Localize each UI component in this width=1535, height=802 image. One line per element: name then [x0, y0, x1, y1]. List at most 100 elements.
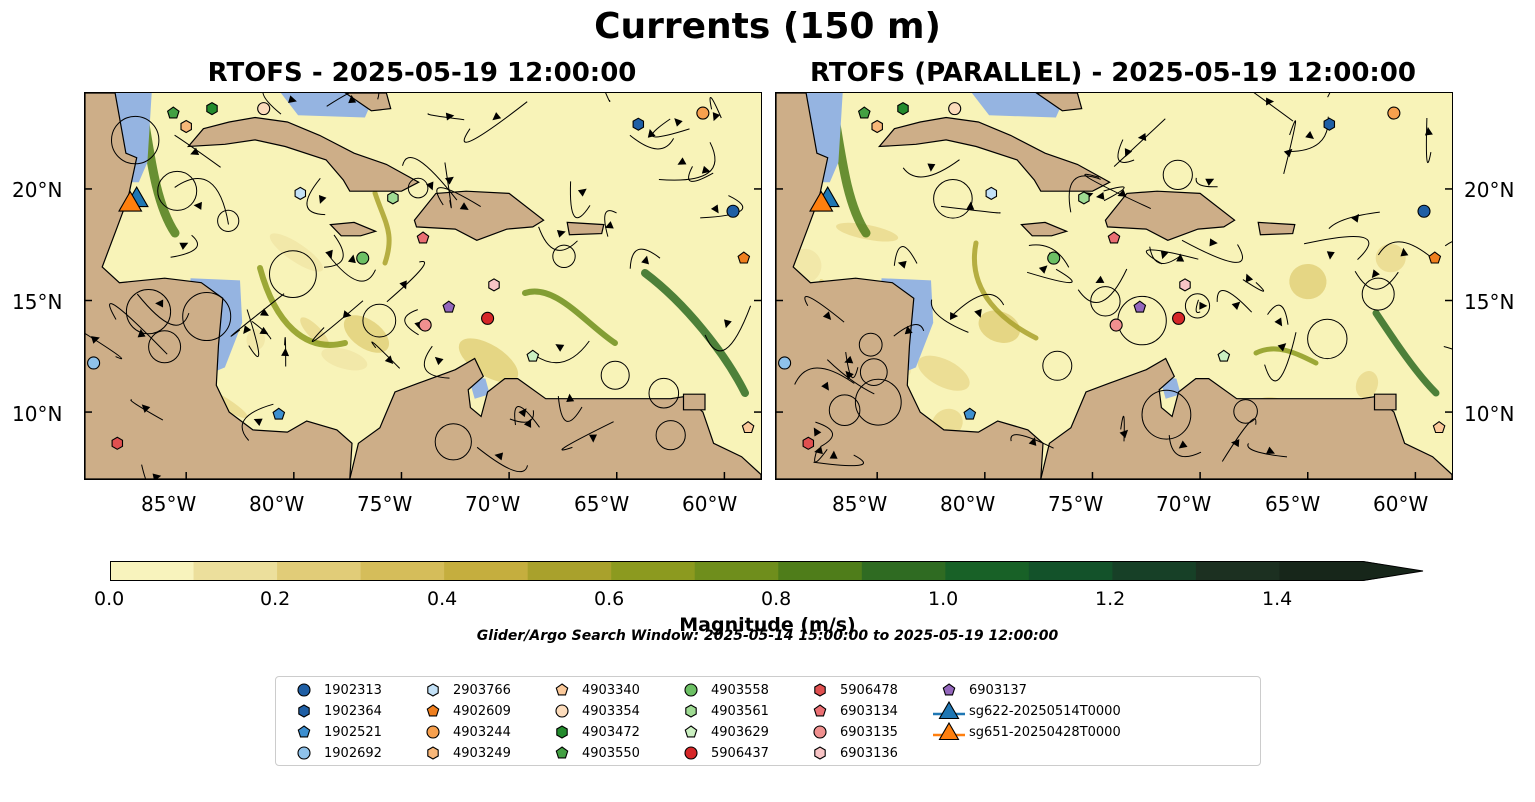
- streamline-arrow: [1095, 191, 1105, 200]
- eddy-loop: [157, 170, 198, 211]
- streamline: [1026, 268, 1073, 284]
- streamline: [1303, 235, 1370, 260]
- float-marker-4903340: [741, 421, 755, 434]
- legend-marker: [413, 722, 453, 742]
- colorbar-bin: [360, 561, 445, 581]
- float-marker-4903249: [871, 119, 883, 134]
- streamline: [230, 293, 285, 337]
- float-marker-1902521: [963, 407, 977, 420]
- speed-patch: [458, 338, 519, 383]
- colorbar-label: Magnitude (m/s): [679, 614, 856, 636]
- lon-tick-65w-right: 65°W: [1265, 492, 1321, 516]
- streamline-arrow: [556, 229, 566, 238]
- legend-label: 1902521: [324, 724, 382, 740]
- legend-marker: [671, 722, 711, 742]
- legend-item: 4903244: [413, 722, 511, 742]
- streamline: [561, 421, 614, 451]
- streamline: [941, 205, 1001, 214]
- speed-patch: [321, 347, 368, 371]
- axis-ticks: [85, 188, 761, 479]
- streamline: [174, 134, 221, 168]
- streamline-arrow: [152, 473, 162, 479]
- streamline-arrow: [348, 94, 357, 104]
- legend-label: 4903354: [582, 703, 640, 719]
- streamline-arrow: [137, 328, 146, 338]
- streamline: [709, 97, 722, 119]
- legend-item: sg622-20250514T0000: [929, 701, 1121, 721]
- float-marker-6903135: [418, 318, 432, 332]
- lat-tick-20n-left: 20°N: [12, 178, 63, 202]
- legend-marker: [800, 722, 840, 742]
- jamaica-island: [329, 221, 378, 237]
- right-panel-title: RTOFS (PARALLEL) - 2025-05-19 12:00:00: [810, 58, 1416, 88]
- bahamas-island: [1035, 93, 1083, 112]
- streamline-arrow: [927, 163, 936, 172]
- streamline: [1253, 93, 1294, 122]
- current-jet: [522, 288, 618, 346]
- lon-tick-80w-right: 80°W: [940, 492, 996, 516]
- streamline: [1181, 239, 1243, 263]
- streamline-arrow: [1176, 253, 1185, 262]
- eddy-loop: [828, 394, 861, 427]
- lon-tick-65w-left: 65°W: [574, 492, 630, 516]
- legend-label: 1902313: [324, 682, 382, 698]
- streamline-arrow: [701, 165, 711, 174]
- streamline: [246, 309, 260, 358]
- legend-pentagon-marker: [942, 683, 956, 696]
- legend-circle-marker: [684, 746, 698, 760]
- legend-marker: [542, 701, 582, 721]
- lat-tick-15n-right: 15°N: [1464, 290, 1515, 314]
- streamline-arrow: [1209, 238, 1218, 247]
- jamaica-island: [1020, 221, 1069, 237]
- lon-tick-70w-right: 70°W: [1156, 492, 1212, 516]
- current-jet: [372, 190, 392, 266]
- eddy-loop: [182, 292, 232, 341]
- legend-marker: [542, 743, 582, 763]
- streamline: [1283, 120, 1297, 175]
- streamline: [893, 324, 925, 337]
- streamline: [1443, 346, 1452, 350]
- float-marker-4903244: [1387, 106, 1401, 120]
- legend-item: sg651-20250428T0000: [929, 722, 1121, 742]
- float-marker-sg651-20250428T0000: [809, 190, 834, 212]
- lon-tick-60w-left: 60°W: [682, 492, 738, 516]
- streamline-arrow: [814, 446, 823, 455]
- streamline: [794, 367, 855, 385]
- streamline-arrow: [1199, 301, 1208, 310]
- streamline: [463, 101, 528, 143]
- legend-pentagon-marker: [684, 725, 698, 738]
- left-panel-title: RTOFS - 2025-05-19 12:00:00: [207, 58, 637, 88]
- streamline: [815, 421, 833, 448]
- streamline-arrow: [1277, 343, 1287, 352]
- eddy-loop: [648, 377, 680, 409]
- float-marker-6903134: [416, 231, 430, 244]
- legend-label: 6903135: [840, 724, 898, 740]
- speed-patch: [343, 315, 390, 353]
- streamline-arrow: [577, 188, 587, 197]
- legend-label: 6903136: [840, 745, 898, 761]
- lat-tick-15n-left: 15°N: [12, 290, 63, 314]
- streamline: [514, 406, 540, 428]
- float-marker-4903472: [206, 101, 218, 116]
- streamline: [444, 162, 452, 209]
- speed-patch: [917, 355, 970, 391]
- legend-pentagon-marker: [555, 683, 569, 696]
- left-map-canvas: [85, 93, 761, 479]
- streamline: [1149, 246, 1180, 265]
- colorbar: [110, 561, 1424, 581]
- eddy-loop: [1184, 293, 1211, 319]
- legend-circle-marker: [813, 725, 827, 739]
- legend-item: 4903629: [671, 722, 769, 742]
- streamline-arrow: [1326, 251, 1335, 260]
- float-marker-2903766: [294, 186, 307, 201]
- legend-label: 5906437: [711, 745, 769, 761]
- legend-marker: [284, 701, 324, 721]
- streamline: [427, 113, 465, 121]
- streamline-arrow: [494, 452, 504, 461]
- streamline-arrow: [288, 95, 297, 104]
- eddy-loop: [1090, 286, 1121, 317]
- streamline-arrow: [1305, 130, 1315, 140]
- float-marker-1902313: [726, 204, 740, 218]
- legend-item: 4903354: [542, 701, 640, 721]
- streamline: [1377, 241, 1431, 257]
